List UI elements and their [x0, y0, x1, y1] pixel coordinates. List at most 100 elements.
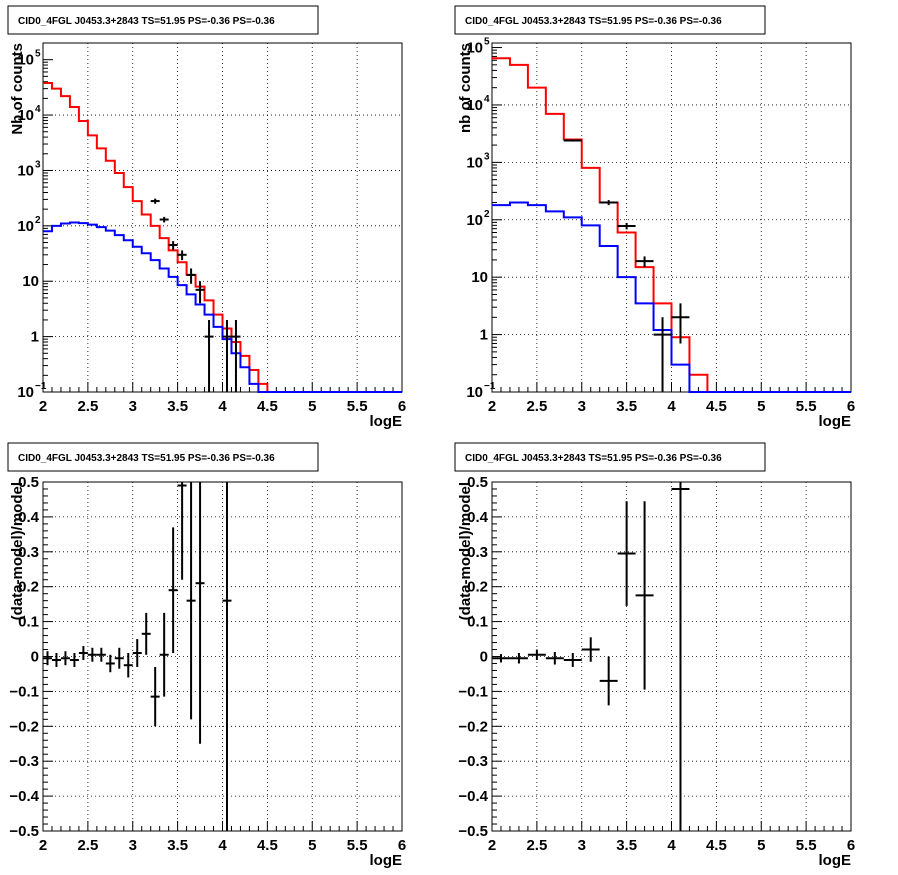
- data-point: [177, 482, 187, 580]
- x-tick-label: 4.5: [257, 398, 278, 415]
- y-tick-label: 0.3: [467, 544, 488, 561]
- chart-title: CID0_4FGL J0453.3+2843 TS=51.95 PS=-0.36…: [18, 453, 275, 464]
- y-tick-label: 0.3: [18, 544, 39, 561]
- title-box: [454, 5, 766, 35]
- data-point: [51, 653, 61, 667]
- data-point: [159, 612, 169, 697]
- y-tick-label: −0.3: [9, 753, 39, 770]
- x-tick-label: 3.5: [616, 398, 637, 415]
- data-point: [599, 656, 618, 706]
- residual-panel-right: CID0_4FGL J0453.3+2843 TS=51.95 PS=-0.36…: [454, 442, 855, 869]
- y-tick-exponent: 4: [484, 94, 490, 105]
- data-point: [132, 639, 142, 667]
- data-point: [563, 653, 582, 667]
- y-tick-label: 10: [22, 273, 39, 290]
- data-point: [509, 653, 528, 664]
- y-tick-label: 10: [17, 384, 34, 401]
- title-box: [7, 442, 319, 472]
- data-point: [617, 222, 636, 230]
- x-tick-label: 5.5: [347, 398, 368, 415]
- title-box: [7, 5, 319, 35]
- x-tick-label: 3: [578, 398, 586, 415]
- x-tick-label: 2.5: [526, 837, 547, 854]
- y-tick-label: −0.2: [458, 718, 488, 735]
- x-tick-label: 2: [39, 398, 47, 415]
- data-point: [186, 482, 196, 720]
- y-tick-label: −0.5: [9, 823, 39, 840]
- x-axis-title: logE: [819, 852, 852, 869]
- x-tick-label: 2: [488, 837, 496, 854]
- x-tick-label: 2: [488, 398, 496, 415]
- x-tick-label: 6: [398, 398, 406, 415]
- data-point: [60, 651, 70, 666]
- y-tick-exponent: −1: [484, 381, 496, 392]
- y-tick-label: 10: [466, 40, 483, 57]
- x-tick-label: 5: [757, 398, 765, 415]
- y-tick-label: 10: [17, 52, 34, 69]
- x-axis-title: logE: [370, 852, 403, 869]
- title-box: [454, 442, 766, 472]
- minor-ticks: [491, 481, 852, 832]
- x-tick-label: 4: [667, 837, 676, 854]
- data-point: [168, 241, 178, 250]
- x-tick-label: 3: [129, 837, 137, 854]
- y-tick-exponent: 2: [484, 209, 490, 220]
- x-tick-label: 3: [129, 398, 137, 415]
- y-tick-label: 0.4: [18, 509, 40, 526]
- data-point: [492, 654, 510, 663]
- x-tick-label: 5.5: [796, 398, 817, 415]
- x-tick-label: 5.5: [347, 837, 368, 854]
- x-tick-label: 2.5: [77, 837, 98, 854]
- y-tick-exponent: 2: [35, 215, 41, 226]
- y-tick-label: 0.2: [18, 579, 39, 596]
- x-tick-label: 5: [308, 398, 316, 415]
- x-axis-title: logE: [819, 413, 852, 430]
- data-point: [159, 216, 169, 223]
- data-point: [222, 482, 232, 831]
- y-tick-label: 0: [480, 649, 488, 666]
- data-point: [114, 647, 124, 669]
- data-point: [671, 482, 690, 831]
- data-point: [150, 198, 160, 204]
- y-tick-label: −0.4: [9, 788, 39, 805]
- minor-ticks: [491, 47, 852, 393]
- data-point: [78, 646, 88, 660]
- x-tick-label: 5: [757, 837, 765, 854]
- y-tick-label: −0.2: [9, 718, 39, 735]
- y-tick-label: 0.5: [18, 474, 39, 491]
- y-tick-label: 0.2: [467, 579, 488, 596]
- data-point: [150, 666, 160, 727]
- data-point: [186, 268, 196, 284]
- y-tick-label: 0.4: [467, 509, 489, 526]
- x-tick-label: 3: [578, 837, 586, 854]
- data-point: [653, 317, 672, 392]
- plot-frame: [42, 481, 403, 832]
- y-tick-label: 10: [17, 162, 34, 179]
- x-tick-label: 6: [398, 837, 406, 854]
- counts-panel-left: CID0_4FGL J0453.3+2843 TS=51.95 PS=-0.36…: [7, 5, 406, 430]
- y-tick-label: 10: [17, 107, 34, 124]
- component-model-histogram: [492, 201, 851, 393]
- y-tick-label: −0.4: [458, 788, 488, 805]
- y-tick-label: −0.1: [9, 683, 39, 700]
- y-tick-label: −0.5: [458, 823, 488, 840]
- y-axis-title: (data-model)/model: [9, 482, 26, 620]
- data-point: [105, 654, 115, 673]
- y-tick-label: −0.1: [458, 683, 488, 700]
- y-tick-label: 10: [466, 384, 483, 401]
- x-tick-label: 3.5: [616, 837, 637, 854]
- data-point: [599, 200, 618, 206]
- x-tick-label: 4: [218, 398, 227, 415]
- x-tick-label: 4: [218, 837, 227, 854]
- x-tick-label: 5: [308, 837, 316, 854]
- data-point: [195, 281, 205, 304]
- component-model-histogram: [43, 221, 402, 393]
- y-axis-title: Nb of counts: [9, 43, 26, 135]
- data-point: [168, 527, 178, 654]
- data-point: [222, 319, 232, 392]
- data-point: [231, 319, 241, 392]
- x-axis-title: logE: [370, 413, 403, 430]
- data-point: [671, 303, 690, 344]
- y-tick-exponent: 5: [484, 37, 490, 48]
- y-tick-exponent: 4: [35, 104, 41, 115]
